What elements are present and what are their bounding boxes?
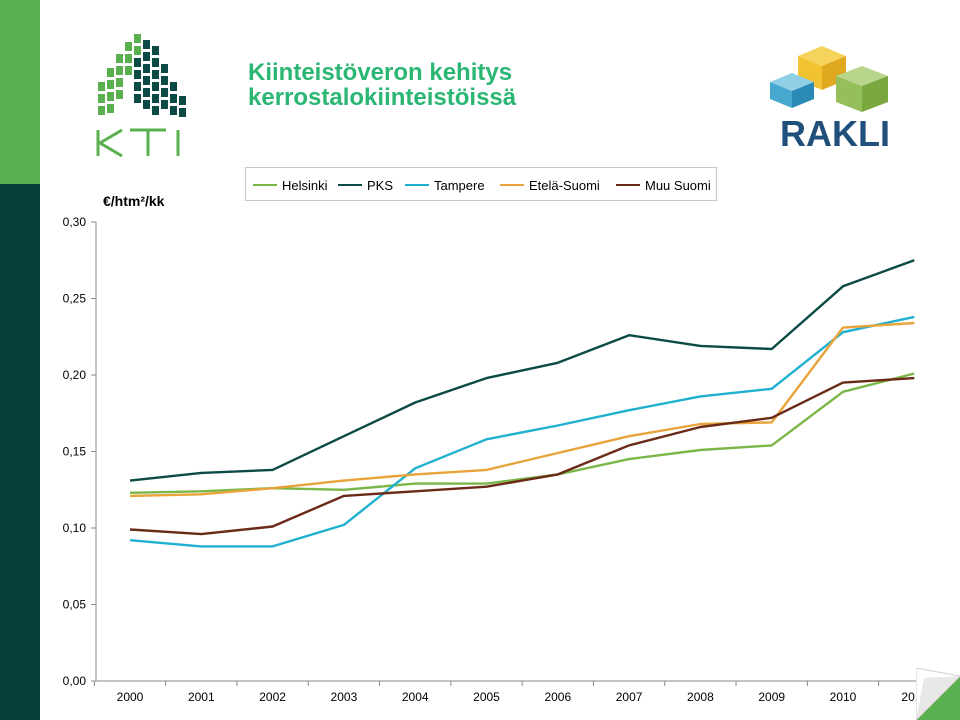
- x-tick-label: 2007: [616, 690, 643, 704]
- y-tick-label: 0,00: [63, 674, 87, 688]
- x-tick-label: 2002: [259, 690, 286, 704]
- x-tick-label: 2003: [331, 690, 358, 704]
- series-line-muu-suomi: [129, 376, 915, 536]
- y-tick-label: 0,05: [63, 598, 87, 612]
- title-line-2: kerrostalokiinteistöissä: [248, 84, 517, 111]
- title-line-1: Kiinteistöveron kehitys: [248, 59, 513, 86]
- corner-page-curl: [916, 668, 960, 720]
- legend-label-helsinki: Helsinki: [282, 177, 328, 193]
- legend-swatch-helsinki: [253, 184, 277, 186]
- page-title: Kiinteistöveron kehitys kerrostalokiinte…: [248, 60, 516, 110]
- legend-item-etela-suomi: Etelä-Suomi: [500, 177, 600, 193]
- legend-label-muu-suomi: Muu Suomi: [645, 177, 711, 193]
- legend-label-tampere: Tampere: [434, 177, 485, 193]
- y-tick-label: 0,20: [63, 368, 87, 382]
- legend-item-pks: PKS: [338, 177, 393, 193]
- x-tick-label: 2000: [117, 690, 144, 704]
- x-tick-label: 2005: [473, 690, 500, 704]
- y-tick-label: 0,15: [63, 445, 87, 459]
- x-tick-label: 2009: [758, 690, 785, 704]
- x-tick-label: 2004: [402, 690, 429, 704]
- legend-label-etela-suomi: Etelä-Suomi: [529, 177, 600, 193]
- legend-swatch-muu-suomi: [616, 184, 640, 186]
- y-tick-label: 0,10: [63, 521, 87, 535]
- legend-item-helsinki: Helsinki: [253, 177, 328, 193]
- x-tick-label: 2001: [188, 690, 215, 704]
- rakli-logo: RAKLI: [770, 46, 890, 152]
- legend-label-pks: PKS: [367, 177, 394, 193]
- x-tick-label: 2006: [544, 690, 571, 704]
- side-bar-green: [0, 0, 40, 184]
- legend-swatch-tampere: [405, 184, 429, 186]
- legend-item-muu-suomi: Muu Suomi: [616, 177, 711, 193]
- kti-logo: [96, 34, 186, 158]
- rakli-logo-text: RAKLI: [780, 113, 890, 152]
- legend-swatch-etela-suomi: [500, 184, 524, 186]
- y-tick-label: 0,30: [63, 215, 87, 229]
- legend-swatch-pks: [338, 184, 362, 186]
- y-axis-unit-label: €/htm²/kk: [103, 193, 165, 209]
- x-tick-label: 2008: [687, 690, 714, 704]
- y-tick-label: 0,25: [63, 292, 87, 306]
- x-tick-label: 2010: [830, 690, 857, 704]
- series-line-pks: [129, 259, 915, 482]
- series-line-etel-suomi: [129, 321, 915, 498]
- side-bar-dark: [0, 184, 40, 720]
- chart-legend: Helsinki PKS Tampere Etelä-Suomi Muu Suo…: [245, 167, 717, 201]
- legend-item-tampere: Tampere: [405, 177, 485, 193]
- series-line-tampere: [129, 315, 915, 548]
